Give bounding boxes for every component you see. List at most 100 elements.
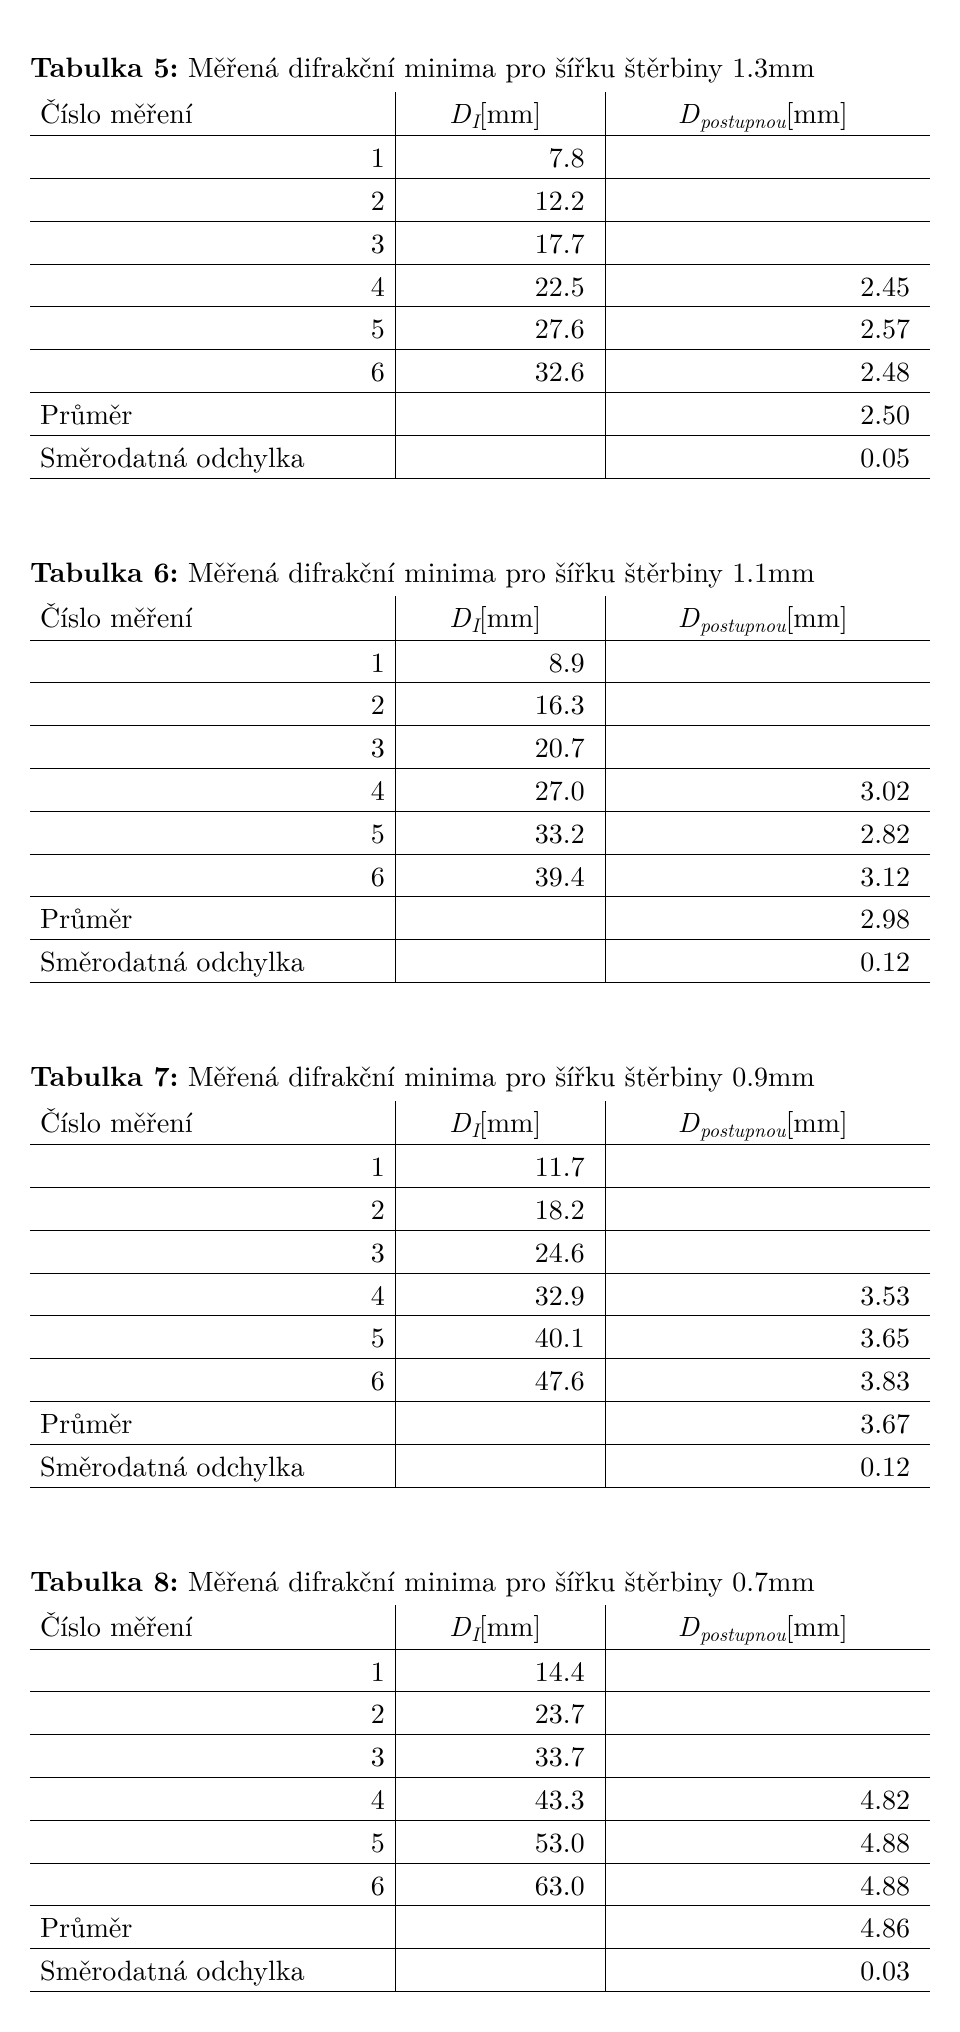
cell-index: 2	[30, 178, 395, 221]
mean-value: 2.50	[605, 392, 930, 435]
stdev-value: 0.05	[605, 435, 930, 478]
caption-text: Měřená difrakční minima pro šířku štěrbi…	[188, 1560, 815, 1600]
cell-di: 23.7	[395, 1692, 605, 1735]
cell-index: 2	[30, 1187, 395, 1230]
cell-dpost	[605, 1230, 930, 1273]
stdev-row: Směrodatná odchylka 0.12	[30, 1444, 930, 1487]
cell-dpost	[605, 178, 930, 221]
stdev-label: Směrodatná odchylka	[30, 1444, 395, 1487]
col-header-dpost: Dpostupnou[mm]	[605, 1101, 930, 1145]
table-row: 317.7	[30, 221, 930, 264]
table-row: 647.63.83	[30, 1359, 930, 1402]
spacer	[30, 983, 930, 1029]
table-row: 212.2	[30, 178, 930, 221]
cell-di: 8.9	[395, 640, 605, 683]
stdev-row: Směrodatná odchylka 0.05	[30, 435, 930, 478]
caption-text: Měřená difrakční minima pro šířku štěrbi…	[188, 46, 815, 86]
cell-dpost	[605, 726, 930, 769]
mean-value: 3.67	[605, 1401, 930, 1444]
cell-di: 7.8	[395, 136, 605, 179]
mean-di	[395, 1401, 605, 1444]
cell-di: 18.2	[395, 1187, 605, 1230]
mean-di	[395, 1906, 605, 1949]
table-row: 427.03.02	[30, 769, 930, 812]
stdev-di	[395, 435, 605, 478]
spacer	[30, 1488, 930, 1534]
table-row: 216.3	[30, 683, 930, 726]
mean-row: Průměr 2.50	[30, 392, 930, 435]
cell-index: 4	[30, 1778, 395, 1821]
table-caption: Tabulka 6: Měřená difrakční minima pro š…	[30, 553, 930, 591]
cell-dpost	[605, 1649, 930, 1692]
cell-index: 4	[30, 1273, 395, 1316]
table-header-row: Číslo měřeníDI[mm]Dpostupnou[mm]	[30, 92, 930, 136]
cell-di: 32.9	[395, 1273, 605, 1316]
cell-index: 3	[30, 1735, 395, 1778]
table-caption: Tabulka 8: Měřená difrakční minima pro š…	[30, 1562, 930, 1600]
col-header-di: DI[mm]	[395, 92, 605, 136]
mean-label: Průměr	[30, 897, 395, 940]
cell-dpost: 3.83	[605, 1359, 930, 1402]
col-header-index: Číslo měření	[30, 92, 395, 136]
table-row: 333.7	[30, 1735, 930, 1778]
table-caption: Tabulka 5: Měřená difrakční minima pro š…	[30, 48, 930, 86]
table-row: 553.04.88	[30, 1820, 930, 1863]
cell-index: 5	[30, 1820, 395, 1863]
stdev-value: 0.12	[605, 940, 930, 983]
data-table: Číslo měřeníDI[mm]Dpostupnou[mm]111.7218…	[30, 1101, 930, 1488]
cell-index: 4	[30, 769, 395, 812]
cell-di: 11.7	[395, 1145, 605, 1188]
stdev-label: Směrodatná odchylka	[30, 435, 395, 478]
cell-di: 40.1	[395, 1316, 605, 1359]
data-table: Číslo měřeníDI[mm]Dpostupnou[mm]18.9216.…	[30, 596, 930, 983]
mean-label: Průměr	[30, 1906, 395, 1949]
cell-index: 1	[30, 1145, 395, 1188]
cell-di: 12.2	[395, 178, 605, 221]
cell-di: 20.7	[395, 726, 605, 769]
cell-dpost: 3.02	[605, 769, 930, 812]
stdev-di	[395, 940, 605, 983]
table-row: 540.13.65	[30, 1316, 930, 1359]
cell-dpost: 2.57	[605, 307, 930, 350]
cell-di: 27.0	[395, 769, 605, 812]
stdev-value: 0.03	[605, 1949, 930, 1992]
table-row: 639.43.12	[30, 854, 930, 897]
cell-index: 6	[30, 1359, 395, 1402]
cell-index: 1	[30, 136, 395, 179]
table-header-row: Číslo měřeníDI[mm]Dpostupnou[mm]	[30, 596, 930, 640]
cell-dpost	[605, 1187, 930, 1230]
stdev-row: Směrodatná odchylka 0.12	[30, 940, 930, 983]
cell-di: 14.4	[395, 1649, 605, 1692]
cell-di: 39.4	[395, 854, 605, 897]
cell-dpost	[605, 136, 930, 179]
col-header-di: DI[mm]	[395, 1605, 605, 1649]
cell-dpost: 3.53	[605, 1273, 930, 1316]
cell-index: 3	[30, 1230, 395, 1273]
cell-di: 63.0	[395, 1863, 605, 1906]
cell-dpost	[605, 1735, 930, 1778]
cell-index: 6	[30, 350, 395, 393]
cell-dpost	[605, 221, 930, 264]
stdev-label: Směrodatná odchylka	[30, 940, 395, 983]
col-header-dpost: Dpostupnou[mm]	[605, 1605, 930, 1649]
mean-label: Průměr	[30, 392, 395, 435]
col-header-dpost: Dpostupnou[mm]	[605, 92, 930, 136]
cell-di: 27.6	[395, 307, 605, 350]
col-header-di: DI[mm]	[395, 596, 605, 640]
cell-dpost: 3.12	[605, 854, 930, 897]
cell-di: 24.6	[395, 1230, 605, 1273]
mean-row: Průměr3.67	[30, 1401, 930, 1444]
table-row: 320.7	[30, 726, 930, 769]
mean-value: 4.86	[605, 1906, 930, 1949]
table-caption: Tabulka 7: Měřená difrakční minima pro š…	[30, 1057, 930, 1095]
cell-di: 17.7	[395, 221, 605, 264]
mean-di	[395, 392, 605, 435]
cell-index: 1	[30, 1649, 395, 1692]
col-header-di: DI[mm]	[395, 1101, 605, 1145]
caption-label: Tabulka 7:	[30, 1055, 179, 1095]
col-header-index: Číslo měření	[30, 596, 395, 640]
caption-label: Tabulka 6:	[30, 551, 179, 591]
stdev-value: 0.12	[605, 1444, 930, 1487]
stdev-di	[395, 1949, 605, 1992]
table-row: 17.8	[30, 136, 930, 179]
